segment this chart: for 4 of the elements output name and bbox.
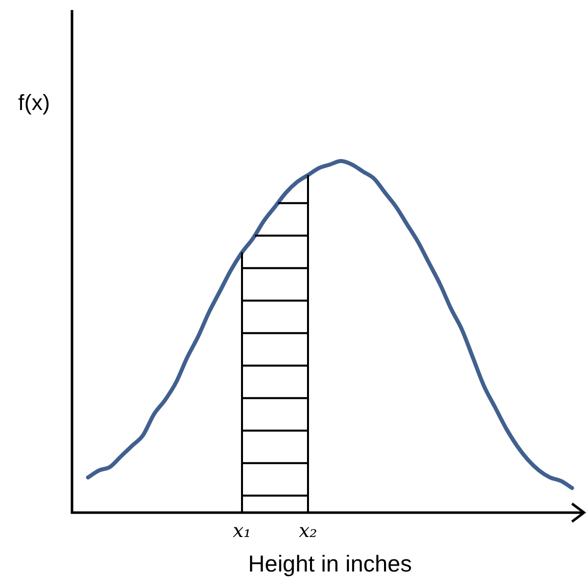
x-tick-label: x₂ — [298, 520, 318, 542]
x-tick-label: x₁ — [232, 520, 252, 542]
y-axis-title: f(x) — [18, 90, 50, 116]
x-axis-title: Height in inches — [248, 550, 412, 577]
